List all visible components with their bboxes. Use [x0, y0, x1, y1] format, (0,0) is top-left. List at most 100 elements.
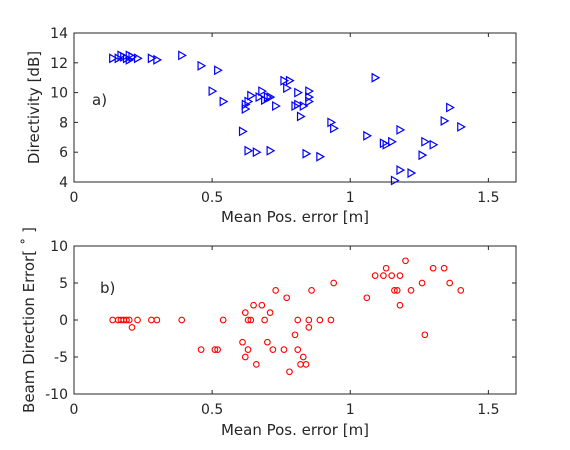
data-point-circle [247, 316, 255, 324]
data-point-triangle [128, 51, 138, 62]
data-point-triangle [294, 87, 303, 98]
data-point-circle [382, 264, 390, 272]
data-point-triangle [241, 103, 251, 115]
data-point-triangle [294, 99, 303, 110]
y-tick-label: 10 [50, 239, 68, 255]
y-axis-label: Directivity [dB] [25, 51, 43, 164]
x-axis-label: Mean Pos. error [m] [221, 208, 369, 226]
data-point-circle [252, 361, 260, 368]
data-point-triangle [390, 175, 400, 186]
data-point-triangle [457, 121, 466, 132]
data-point-triangle [330, 123, 339, 134]
data-point-triangle [125, 54, 135, 65]
data-point-circle [446, 279, 454, 287]
data-point-triangle [371, 72, 381, 83]
data-point-triangle [114, 53, 124, 64]
x-tick-label: 0.5 [201, 190, 223, 206]
data-point-triangle [280, 75, 290, 86]
data-point-triangle [285, 75, 295, 86]
data-point-circle [244, 316, 252, 324]
data-point-circle [421, 331, 429, 339]
data-point-circle [264, 338, 271, 346]
data-point-circle [291, 331, 299, 339]
data-point-circle [109, 316, 117, 324]
data-point-circle [308, 287, 315, 294]
data-point-triangle [283, 83, 292, 94]
plot-area-frame [73, 32, 517, 183]
data-point-triangle [247, 90, 257, 101]
data-point-circle [302, 361, 310, 368]
y-tick-label: 5 [59, 276, 68, 292]
y-tick-label: 14 [50, 26, 68, 42]
y-axis-label: Beam Direction Error[ ˚ ] [20, 227, 38, 413]
data-point-circle [391, 287, 398, 294]
data-point-triangle [133, 53, 143, 64]
data-point-triangle [153, 54, 163, 65]
data-point-circle [125, 316, 133, 324]
data-point-circle [134, 316, 141, 324]
data-point-triangle [261, 95, 270, 106]
data-point-circle [211, 346, 219, 353]
data-point-triangle [178, 50, 187, 61]
x-tick-label: 1 [346, 402, 355, 418]
y-tick-label: 10 [50, 86, 68, 102]
x-tick-label: 0 [70, 402, 79, 418]
x-tick-label: 0.5 [201, 402, 223, 418]
data-point-circle [316, 316, 324, 324]
data-point-circle [250, 301, 257, 309]
data-point-triangle [421, 136, 431, 147]
data-point-circle [407, 287, 415, 294]
data-point-circle [153, 316, 161, 324]
data-point-triangle [214, 65, 223, 76]
data-point-circle [241, 309, 249, 316]
data-point-triangle [272, 100, 281, 112]
data-point-circle [272, 287, 280, 294]
data-point-circle [269, 346, 277, 353]
data-point-circle [241, 353, 249, 361]
data-point-circle [305, 316, 313, 324]
data-point-circle [178, 316, 186, 324]
data-point-circle [371, 272, 379, 279]
data-point-circle [286, 368, 293, 376]
data-point-triangle [363, 130, 373, 141]
x-tick-label: 1.5 [477, 190, 499, 206]
data-point-triangle [429, 139, 439, 150]
data-point-triangle [299, 100, 309, 112]
data-point-triangle [446, 102, 455, 113]
data-point-circle [294, 346, 302, 353]
data-point-circle [330, 279, 338, 287]
y-tick-label: 0 [59, 313, 68, 329]
panel-label: b) [100, 279, 115, 297]
x-tick-label: 1 [346, 190, 355, 206]
data-point-circle [440, 264, 448, 272]
data-point-triangle [197, 60, 207, 71]
data-point-triangle [305, 92, 315, 103]
data-point-triangle [305, 86, 315, 97]
data-point-triangle [147, 53, 157, 64]
data-point-circle [396, 301, 404, 309]
data-point-circle [280, 346, 288, 353]
data-point-triangle [244, 145, 254, 156]
data-point-circle [128, 324, 136, 331]
data-point-triangle [263, 92, 273, 103]
data-point-circle [457, 287, 465, 294]
data-point-triangle [266, 92, 276, 103]
data-point-circle [305, 324, 313, 331]
data-point-triangle [407, 168, 417, 179]
data-point-circle [327, 316, 335, 324]
data-point-circle [197, 346, 205, 353]
data-point-circle [429, 264, 437, 272]
data-point-circle [380, 272, 387, 279]
data-point-circle [297, 361, 304, 368]
data-point-triangle [296, 111, 306, 122]
data-point-circle [393, 287, 401, 294]
panel-b-beam-direction-error: 0 0.5 1 1.5 -10 -5 0 5 10 Mean Pos. error [m] Beam… [20, 227, 517, 439]
data-point-circle [219, 316, 227, 324]
data-point-triangle [219, 96, 229, 107]
data-point-triangle [238, 126, 248, 137]
data-point-circle [214, 346, 221, 353]
y-tick-label: -5 [54, 350, 68, 366]
data-point-circle [294, 316, 302, 324]
data-point-circle [388, 272, 396, 279]
